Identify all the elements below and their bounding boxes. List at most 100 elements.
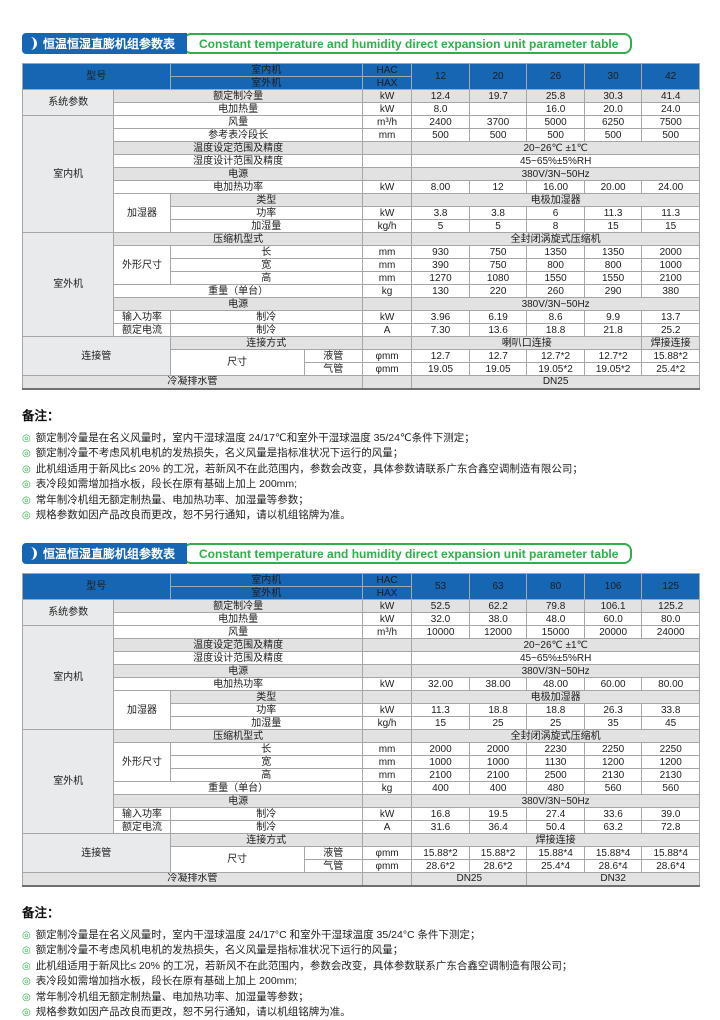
table-cell: 45~65%±5%RH xyxy=(411,154,700,168)
table-cell: 36.4 xyxy=(468,820,528,834)
table-cell: 6250 xyxy=(583,115,643,129)
section-header: 恒温恒湿直膨机组参数表 Constant temperature and hum… xyxy=(22,33,700,54)
table-cell: 500 xyxy=(526,128,585,142)
note-text: 此机组适用于新风比≤ 20% 的工况，若新风不在此范围内，参数会改变，具体参数请… xyxy=(35,462,583,475)
table-cell: m³/h xyxy=(361,115,413,129)
table-cell: 930 xyxy=(411,245,470,259)
table-cell: 13.6 xyxy=(468,323,528,337)
table-cell: 2000 xyxy=(468,742,528,756)
table-cell: mm xyxy=(361,742,413,756)
table-cell xyxy=(361,794,413,808)
table-cell xyxy=(361,336,413,350)
table-cell: 52.5 xyxy=(411,599,470,613)
table-cell: 2100 xyxy=(468,768,528,782)
notes-block-2: 备注： ◎ 额定制冷量是在名义风量时，室内干湿球温度 24/17°C 和室外干湿球… xyxy=(22,902,700,1020)
table-cell: φmm xyxy=(361,349,413,363)
note-text: 规格参数如因产品改良而更改，恕不另行通知，请以机组铭牌为准。 xyxy=(35,509,351,521)
table-row: 系统参数 额定制冷量 kW 12.4 19.7 25.8 30.3 41.4 xyxy=(21,89,700,116)
table-cell: 电加热量 xyxy=(113,612,363,626)
table-cell: DN32 xyxy=(526,872,700,886)
table-cell: 20.0 xyxy=(583,102,643,116)
table-cell: 62.2 xyxy=(468,599,528,613)
table-cell: 5000 xyxy=(526,115,585,129)
note-line: ◎ 常年制冷机组无额定制热量、电加热功率、加湿量等参数； xyxy=(22,493,700,509)
table-row: 电加热量 kW 32.0 38.0 48.0 60.0 80.0 xyxy=(23,612,700,626)
table-cell: 额定电流 xyxy=(113,820,171,834)
table-cell: 8.00 xyxy=(411,180,470,194)
table-cell: 12.7 xyxy=(411,349,470,363)
table-cell: A xyxy=(361,323,413,337)
table-cell xyxy=(361,297,413,311)
table-cell: 125.2 xyxy=(641,599,700,613)
table-cell: 全封闭涡旋式压缩机 xyxy=(411,232,700,246)
table-cell: 290 xyxy=(583,284,643,298)
table-cell: 500 xyxy=(641,128,700,142)
table-cell: 45~65%±5%RH xyxy=(411,651,700,665)
table-cell: 连接方式 xyxy=(169,833,363,847)
table-cell: 额定电流 xyxy=(113,323,171,337)
table-cell: 16.8 xyxy=(411,807,470,821)
table-cell: kW xyxy=(361,206,413,220)
table-cell: 16.0 xyxy=(526,102,585,116)
table-cell: 风量 xyxy=(113,625,363,639)
table-cell: 长 xyxy=(169,742,363,756)
table-cell: 焊接连接 xyxy=(641,336,700,350)
table-cell: 全封闭涡旋式压缩机 xyxy=(411,729,700,743)
table-cell: 外形尺寸 xyxy=(113,742,171,782)
table-cell xyxy=(361,833,413,847)
table-cell: 风量 xyxy=(113,115,363,129)
table-cell: 8 xyxy=(526,219,585,233)
table-cell: 10000 xyxy=(411,625,470,639)
table-cell: kW xyxy=(361,89,413,103)
table-cell xyxy=(468,102,528,116)
table-cell: 28.6*4 xyxy=(641,859,700,873)
note-line: ◎ 规格参数如因产品改良而更改，恕不另行通知，请以机组铭牌为准。 xyxy=(22,1005,700,1020)
table-cell: 类型 xyxy=(169,193,363,207)
header-cell: 型号 xyxy=(22,573,171,600)
table-cell: 380 xyxy=(641,284,700,298)
table-cell: 1200 xyxy=(641,755,700,769)
table-cell: 800 xyxy=(583,258,643,272)
note-text: 额定制冷量是在名义风量时，室内干湿球温度 24/17℃和室外干湿球温度 35/2… xyxy=(35,431,475,444)
table-cell: 加湿量 xyxy=(169,219,363,233)
note-line: ◎ 额定制冷量是在名义风量时，室内干湿球温度 24/17℃和室外干湿球温度 35/… xyxy=(22,431,700,447)
table-cell: 电极加湿器 xyxy=(411,193,700,207)
table-cell: mm xyxy=(361,755,413,769)
table-row: 温度设定范围及精度 20~26℃ ±1℃ xyxy=(23,141,700,155)
table-cell: 功率 xyxy=(169,703,363,717)
table-cell xyxy=(361,638,413,652)
table-cell: 20000 xyxy=(583,625,643,639)
parameter-section-2: 恒温恒湿直膨机组参数表 Constant temperature and hum… xyxy=(21,543,700,1020)
header-cell: 型号 xyxy=(22,63,171,90)
parameter-table-2: 型号 室内机 HAC 53 63 80 106 125 室外机 HAX 系统参数 额定制冷量 kW 52.… xyxy=(21,573,700,887)
table-cell: 25.4*2 xyxy=(641,362,700,376)
table-cell: 15 xyxy=(411,716,470,730)
table-cell: 3.8 xyxy=(411,206,470,220)
table-cell: 3.96 xyxy=(411,310,470,324)
table-cell: 20.00 xyxy=(583,180,643,194)
table-row: 室外机 压缩机型式 全封闭涡旋式压缩机 xyxy=(21,729,700,834)
table-cell: kg/h xyxy=(361,219,413,233)
table-cell: 24.0 xyxy=(641,102,700,116)
note-line: ◎ 表冷段如需增加挡水板，段长在原有基础上加上 200mm; xyxy=(22,974,700,990)
table-cell: 60.00 xyxy=(583,677,643,691)
table-row: 气管 φmm 28.6*2 28.6*2 25.4*4 28.6*4 28.6*4 xyxy=(23,859,700,873)
table-row: 尺寸 液管 φmm 15.88*2 15.88*2 15.88*4 15.88*4 15.88… xyxy=(23,846,700,873)
table-cell: 24000 xyxy=(641,625,700,639)
table-cell: mm xyxy=(361,271,413,285)
table-cell: 480 xyxy=(526,781,585,795)
table-cell: 130 xyxy=(411,284,470,298)
table-cell: 压缩机型式 xyxy=(113,729,363,743)
notes-block-1: 备注： ◎ 额定制冷量是在名义风量时，室内干湿球温度 24/17℃和室外干湿球温度… xyxy=(22,405,700,524)
table-cell xyxy=(361,167,413,181)
table-cell: 63.2 xyxy=(583,820,643,834)
note-line: ◎ 常年制冷机组无额定制热量、电加热功率、加湿量等参数； xyxy=(22,990,700,1006)
header-cell: HAC xyxy=(361,573,413,587)
table-cell: 1550 xyxy=(526,271,585,285)
table-cell: 25.4*4 xyxy=(526,859,585,873)
table-cell: 15.88*4 xyxy=(641,846,700,860)
table-cell: 电加热量 xyxy=(113,102,363,116)
table-cell: 800 xyxy=(526,258,585,272)
table-row: 湿度设计范围及精度 45~65%±5%RH xyxy=(23,154,700,168)
